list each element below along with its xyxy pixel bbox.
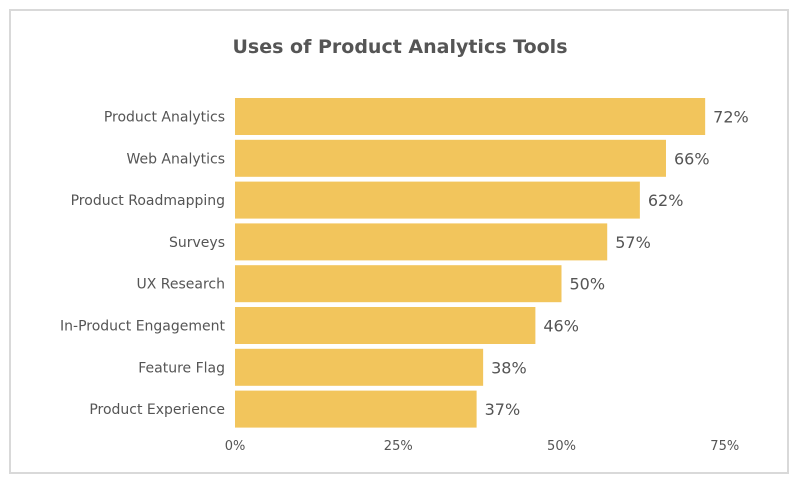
bar-ux-research <box>235 265 562 303</box>
x-tick-label-25: 25% <box>384 439 413 454</box>
bar-web-analytics <box>235 139 666 177</box>
value-label-product-roadmapping: 62% <box>648 191 684 210</box>
category-label-web-analytics: Web Analytics <box>126 151 225 167</box>
category-label-in-product-engagement: In-Product Engagement <box>60 319 225 335</box>
category-label-ux-research: UX Research <box>136 277 225 293</box>
value-label-in-product-engagement: 46% <box>543 317 579 336</box>
category-label-feature-flag: Feature Flag <box>138 360 225 376</box>
category-label-product-roadmapping: Product Roadmapping <box>71 193 225 209</box>
value-label-surveys: 57% <box>615 233 651 252</box>
value-label-product-analytics: 72% <box>713 108 749 127</box>
bar-product-analytics <box>235 98 706 135</box>
value-label-ux-research: 50% <box>570 275 606 294</box>
x-tick-label-0: 0% <box>225 439 246 454</box>
value-label-product-experience: 37% <box>485 400 521 419</box>
x-tick-label-75: 75% <box>710 439 739 454</box>
bar-product-experience <box>235 390 477 428</box>
bar-product-roadmapping <box>235 181 640 219</box>
bar-feature-flag <box>235 348 484 386</box>
category-label-surveys: Surveys <box>169 235 225 251</box>
category-label-product-experience: Product Experience <box>89 402 225 418</box>
bar-in-product-engagement <box>235 307 536 344</box>
bar-surveys <box>235 223 608 261</box>
category-label-product-analytics: Product Analytics <box>104 110 225 126</box>
chart-title: Uses of Product Analytics Tools <box>232 36 568 58</box>
x-tick-label-50: 50% <box>547 439 576 454</box>
value-label-feature-flag: 38% <box>491 358 527 377</box>
value-label-web-analytics: 66% <box>674 149 710 168</box>
